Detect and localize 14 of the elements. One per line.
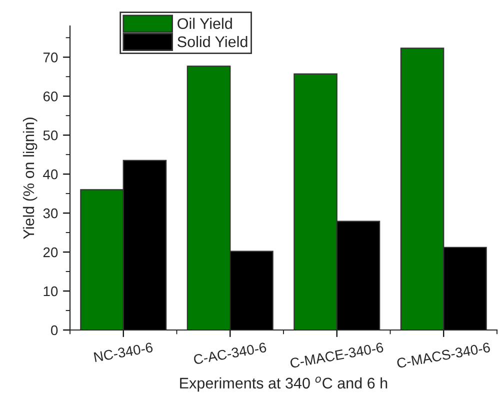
x-tick-label: NC-340-6 xyxy=(94,342,154,362)
y-tick-label: 70 xyxy=(43,52,58,62)
y-tick-label: 30 xyxy=(43,208,58,218)
y-axis-title: Yield (% on lignin) xyxy=(22,118,38,239)
y-tick-label: 60 xyxy=(43,91,58,102)
y-tick-label: 20 xyxy=(43,247,58,258)
y-tick-label: 40 xyxy=(43,169,58,180)
y-tick-label: 0 xyxy=(51,325,58,336)
y-tick-label: 50 xyxy=(43,130,58,140)
y-tick-label: 10 xyxy=(44,286,58,296)
legend-label: Solid Yield xyxy=(178,36,248,48)
x-axis-title: Experiments at 340 $^{o}$C and 6 h xyxy=(180,376,388,392)
x-tick-label: C-AC-340-6 xyxy=(193,342,267,365)
legend-label: Oil Yield xyxy=(178,18,232,30)
